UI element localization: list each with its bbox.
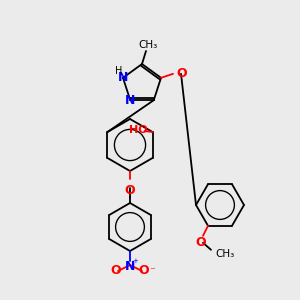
Text: O: O	[125, 184, 135, 197]
Text: O: O	[176, 67, 187, 80]
Text: O: O	[139, 265, 149, 278]
Text: CH₃: CH₃	[215, 249, 234, 259]
Text: N: N	[118, 71, 128, 84]
Text: +: +	[132, 258, 138, 264]
Text: O: O	[196, 236, 206, 249]
Text: CH₃: CH₃	[138, 40, 158, 50]
Text: N: N	[125, 260, 135, 272]
Text: N: N	[125, 94, 135, 107]
Text: ⁻: ⁻	[149, 266, 155, 276]
Text: O: O	[111, 265, 121, 278]
Text: H: H	[115, 66, 123, 76]
Text: HO: HO	[129, 125, 148, 135]
